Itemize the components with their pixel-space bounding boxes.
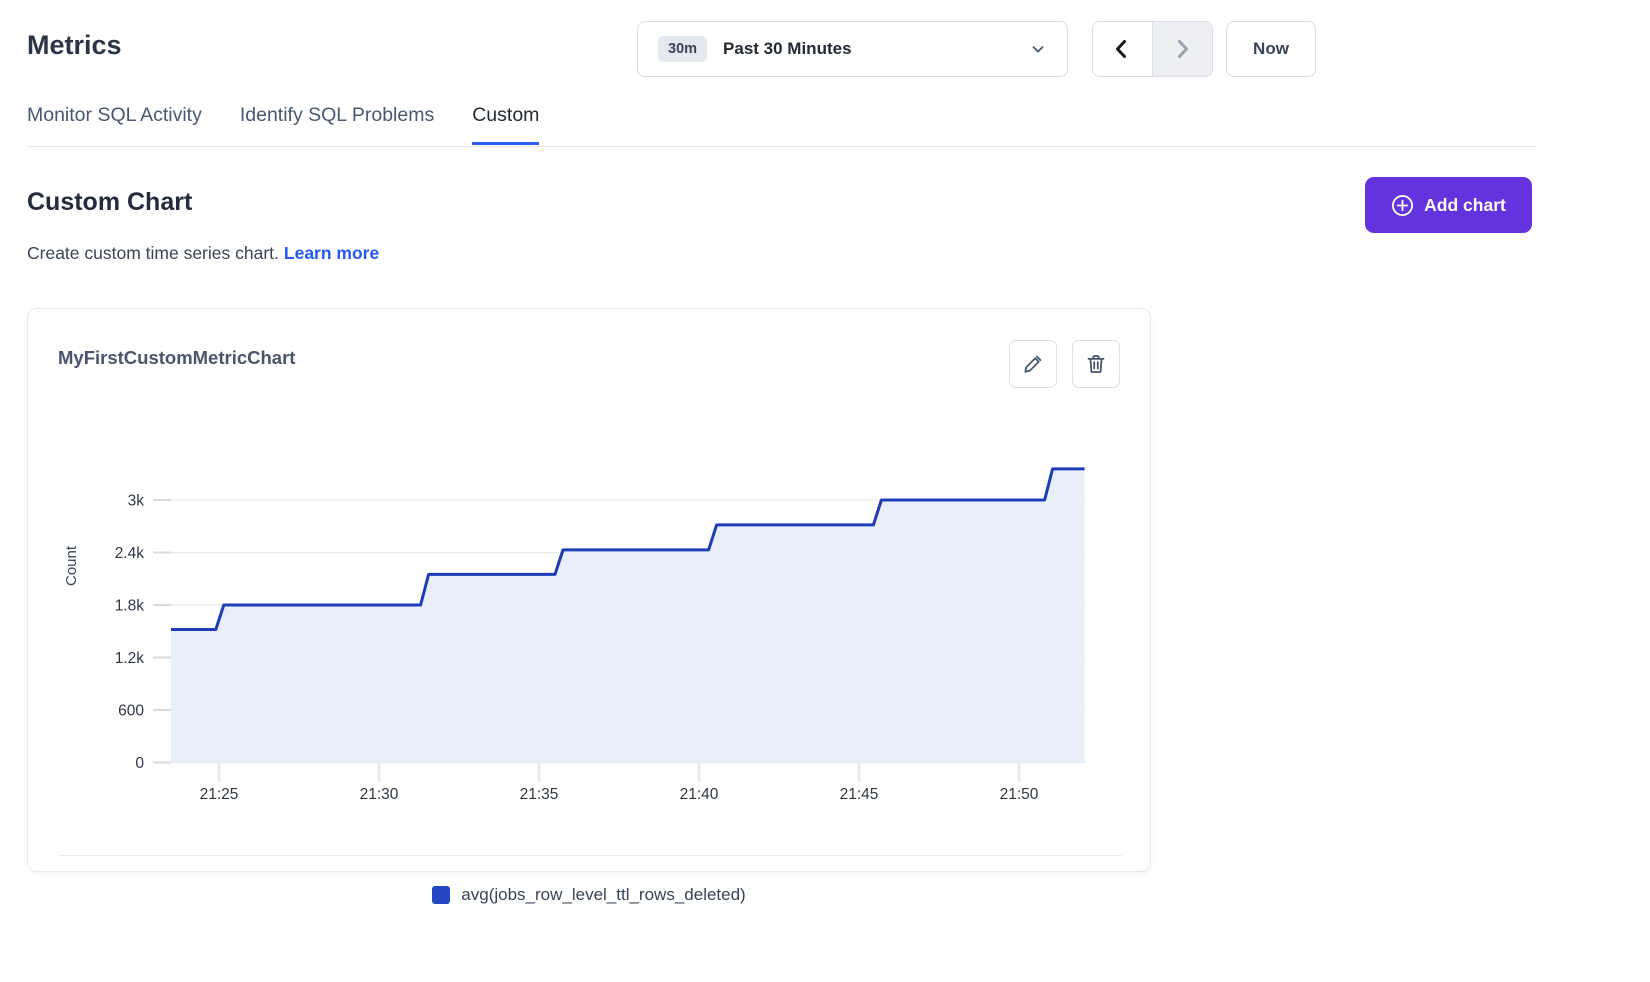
pencil-icon bbox=[1021, 352, 1045, 376]
time-range-label: Past 30 Minutes bbox=[723, 39, 1029, 59]
svg-text:21:35: 21:35 bbox=[520, 786, 559, 803]
next-time-button-disabled[interactable] bbox=[1153, 22, 1213, 76]
chevron-left-icon bbox=[1110, 37, 1134, 61]
chart-title: MyFirstCustomMetricChart bbox=[58, 347, 295, 369]
svg-text:21:25: 21:25 bbox=[200, 786, 239, 803]
time-range-badge: 30m bbox=[658, 36, 707, 62]
svg-text:21:30: 21:30 bbox=[360, 786, 399, 803]
tabs-divider bbox=[27, 146, 1536, 147]
section-title: Custom Chart bbox=[27, 188, 192, 217]
legend-item[interactable]: avg(jobs_row_level_ttl_rows_deleted) bbox=[28, 875, 1150, 915]
section-description-text: Create custom time series chart. bbox=[27, 243, 279, 263]
svg-text:0: 0 bbox=[135, 755, 144, 772]
card-divider bbox=[58, 855, 1122, 856]
edit-chart-button[interactable] bbox=[1009, 340, 1057, 388]
chart-series bbox=[171, 469, 1085, 763]
svg-text:21:45: 21:45 bbox=[840, 786, 879, 803]
svg-text:600: 600 bbox=[118, 703, 144, 720]
delete-chart-button[interactable] bbox=[1072, 340, 1120, 388]
time-series-chart: Count 0 600 1.2k 1.8k 2.4k 3k 21:25 21:30 21:35 2… bbox=[31, 426, 1091, 826]
tab-monitor-sql-activity[interactable]: Monitor SQL Activity bbox=[27, 104, 202, 145]
page-title: Metrics bbox=[27, 30, 122, 61]
svg-text:1.2k: 1.2k bbox=[115, 650, 145, 667]
add-chart-label: Add chart bbox=[1424, 195, 1506, 216]
time-range-dropdown[interactable]: 30m Past 30 Minutes bbox=[637, 21, 1068, 77]
previous-time-button[interactable] bbox=[1093, 22, 1153, 76]
tab-custom[interactable]: Custom bbox=[472, 104, 539, 145]
tab-bar: Monitor SQL Activity Identify SQL Proble… bbox=[27, 104, 539, 145]
circle-plus-icon bbox=[1391, 194, 1414, 217]
now-button-label: Now bbox=[1253, 39, 1289, 59]
section-description: Create custom time series chart.Learn mo… bbox=[27, 243, 379, 264]
svg-text:21:40: 21:40 bbox=[680, 786, 719, 803]
custom-chart-card: MyFirstCustomMetricChart Count 0 600 1.2k 1… bbox=[27, 308, 1151, 872]
svg-text:2.4k: 2.4k bbox=[115, 545, 145, 562]
now-button[interactable]: Now bbox=[1226, 21, 1316, 77]
add-chart-button[interactable]: Add chart bbox=[1365, 177, 1532, 233]
svg-text:21:50: 21:50 bbox=[1000, 786, 1039, 803]
svg-text:1.8k: 1.8k bbox=[115, 598, 145, 615]
legend-color-swatch bbox=[432, 886, 450, 904]
chevron-down-icon bbox=[1029, 40, 1047, 58]
time-step-group bbox=[1092, 21, 1213, 77]
trash-icon bbox=[1084, 352, 1108, 376]
y-axis-title: Count bbox=[63, 545, 80, 586]
tab-identify-sql-problems[interactable]: Identify SQL Problems bbox=[240, 104, 434, 145]
chevron-right-icon bbox=[1170, 37, 1194, 61]
svg-text:3k: 3k bbox=[128, 493, 145, 510]
legend-label: avg(jobs_row_level_ttl_rows_deleted) bbox=[461, 885, 745, 905]
learn-more-link[interactable]: Learn more bbox=[284, 243, 379, 263]
